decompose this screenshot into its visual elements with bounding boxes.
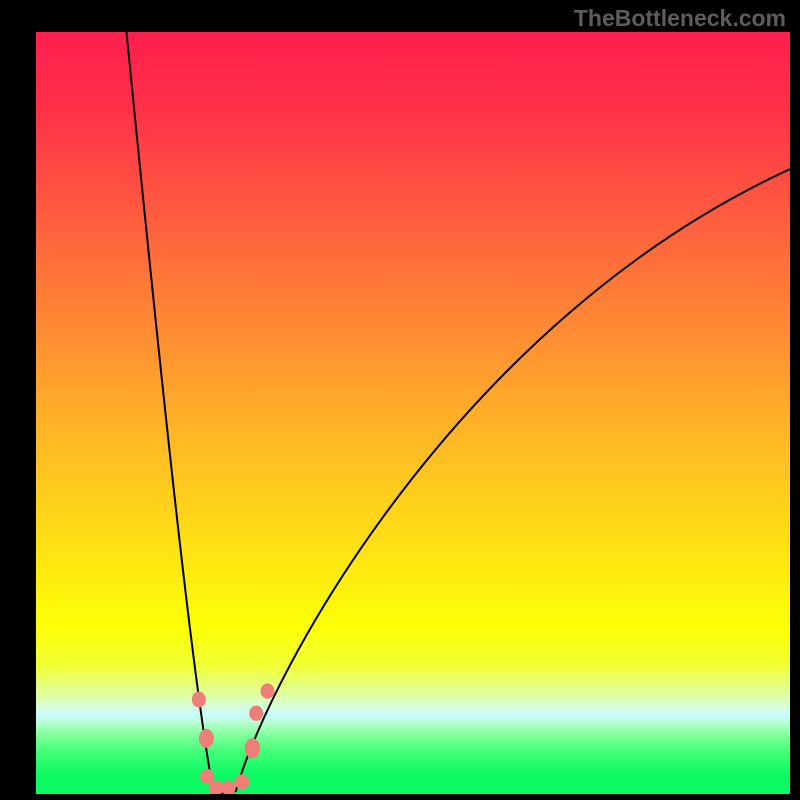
data-dot [199,729,213,747]
plot-svg [36,32,790,794]
plot-area [36,32,790,794]
data-dot [245,739,259,758]
data-dot [201,769,214,783]
data-dot [250,706,263,720]
gradient-background [36,32,790,794]
data-dot [261,684,274,698]
data-dot [192,692,205,707]
watermark-text: TheBottleneck.com [574,5,786,32]
data-dot [221,781,235,794]
data-dot [235,775,249,789]
